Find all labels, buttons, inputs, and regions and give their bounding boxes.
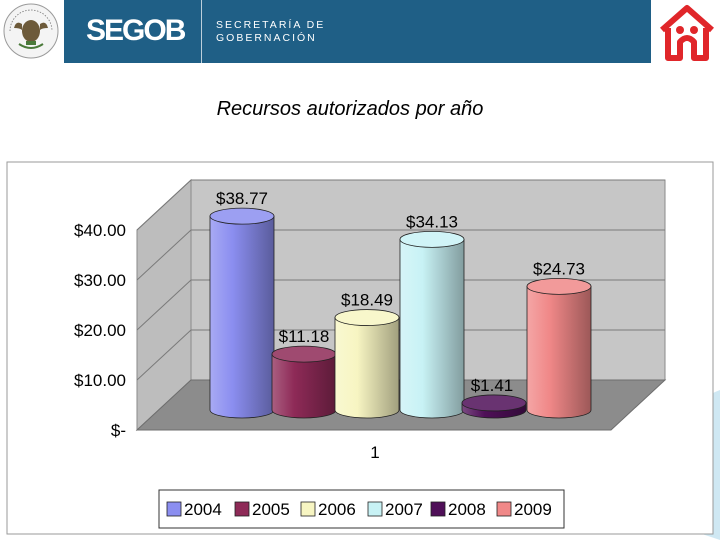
bar-2005 [271,345,337,419]
data-label-2006: $18.49 [341,291,393,310]
legend-swatch [234,501,250,517]
house-logo-icon [660,5,714,61]
legend-label: 2004 [184,500,222,519]
legend-label: 2008 [448,500,486,519]
data-label-2008: $1.41 [471,376,514,395]
data-label-2009: $24.73 [533,259,585,278]
legend-label: 2007 [385,500,423,519]
y-tick-label: $40.00 [74,221,126,240]
y-tick-label: $30.00 [74,271,126,290]
header-bar: SEGOB SECRETARÍA DE GOBERNACIÓN [0,0,720,64]
segob-logo: SEGOB [86,14,186,47]
bar-2009 [526,277,592,419]
header-divider [201,0,202,63]
y-tick-label: $- [111,421,126,440]
header-subtitle-line1: SECRETARÍA DE [216,19,326,31]
legend-label: 2006 [318,500,356,519]
data-label-2005: $11.18 [279,327,330,346]
legend-item-2006: 2006 [300,500,356,519]
brand-band [64,0,651,63]
mexico-seal-icon [3,3,59,59]
gridline [136,279,665,331]
legend-swatch [300,501,316,517]
bar-2008 [461,394,527,419]
legend-item-2008: 2008 [430,500,486,519]
gridline [136,229,665,281]
legend-item-2009: 2009 [496,500,552,519]
legend-item-2005: 2005 [234,500,290,519]
legend-swatch [367,501,383,517]
y-tick-label: $20.00 [74,321,126,340]
data-label-2007: $34.13 [406,212,458,231]
legend-label: 2009 [514,500,552,519]
legend-swatch [166,501,182,517]
bar-2004 [209,207,275,419]
legend-swatch [496,501,512,517]
x-tick-label: 1 [370,443,379,462]
legend-item-2007: 2007 [367,500,423,519]
header-subtitle-line2: GOBERNACIÓN [216,32,317,44]
legend-label: 2005 [252,500,290,519]
legend-box [158,489,565,529]
data-label-2004: $38.77 [216,189,268,208]
bar-2007 [399,230,465,419]
bar-2006 [334,309,400,419]
y-tick-label: $10.00 [74,371,126,390]
legend-swatch [430,501,446,517]
gridline [136,179,665,231]
legend-item-2004: 2004 [166,500,222,519]
gridline [136,329,665,381]
slide-title: Recursos autorizados por año [216,98,484,120]
